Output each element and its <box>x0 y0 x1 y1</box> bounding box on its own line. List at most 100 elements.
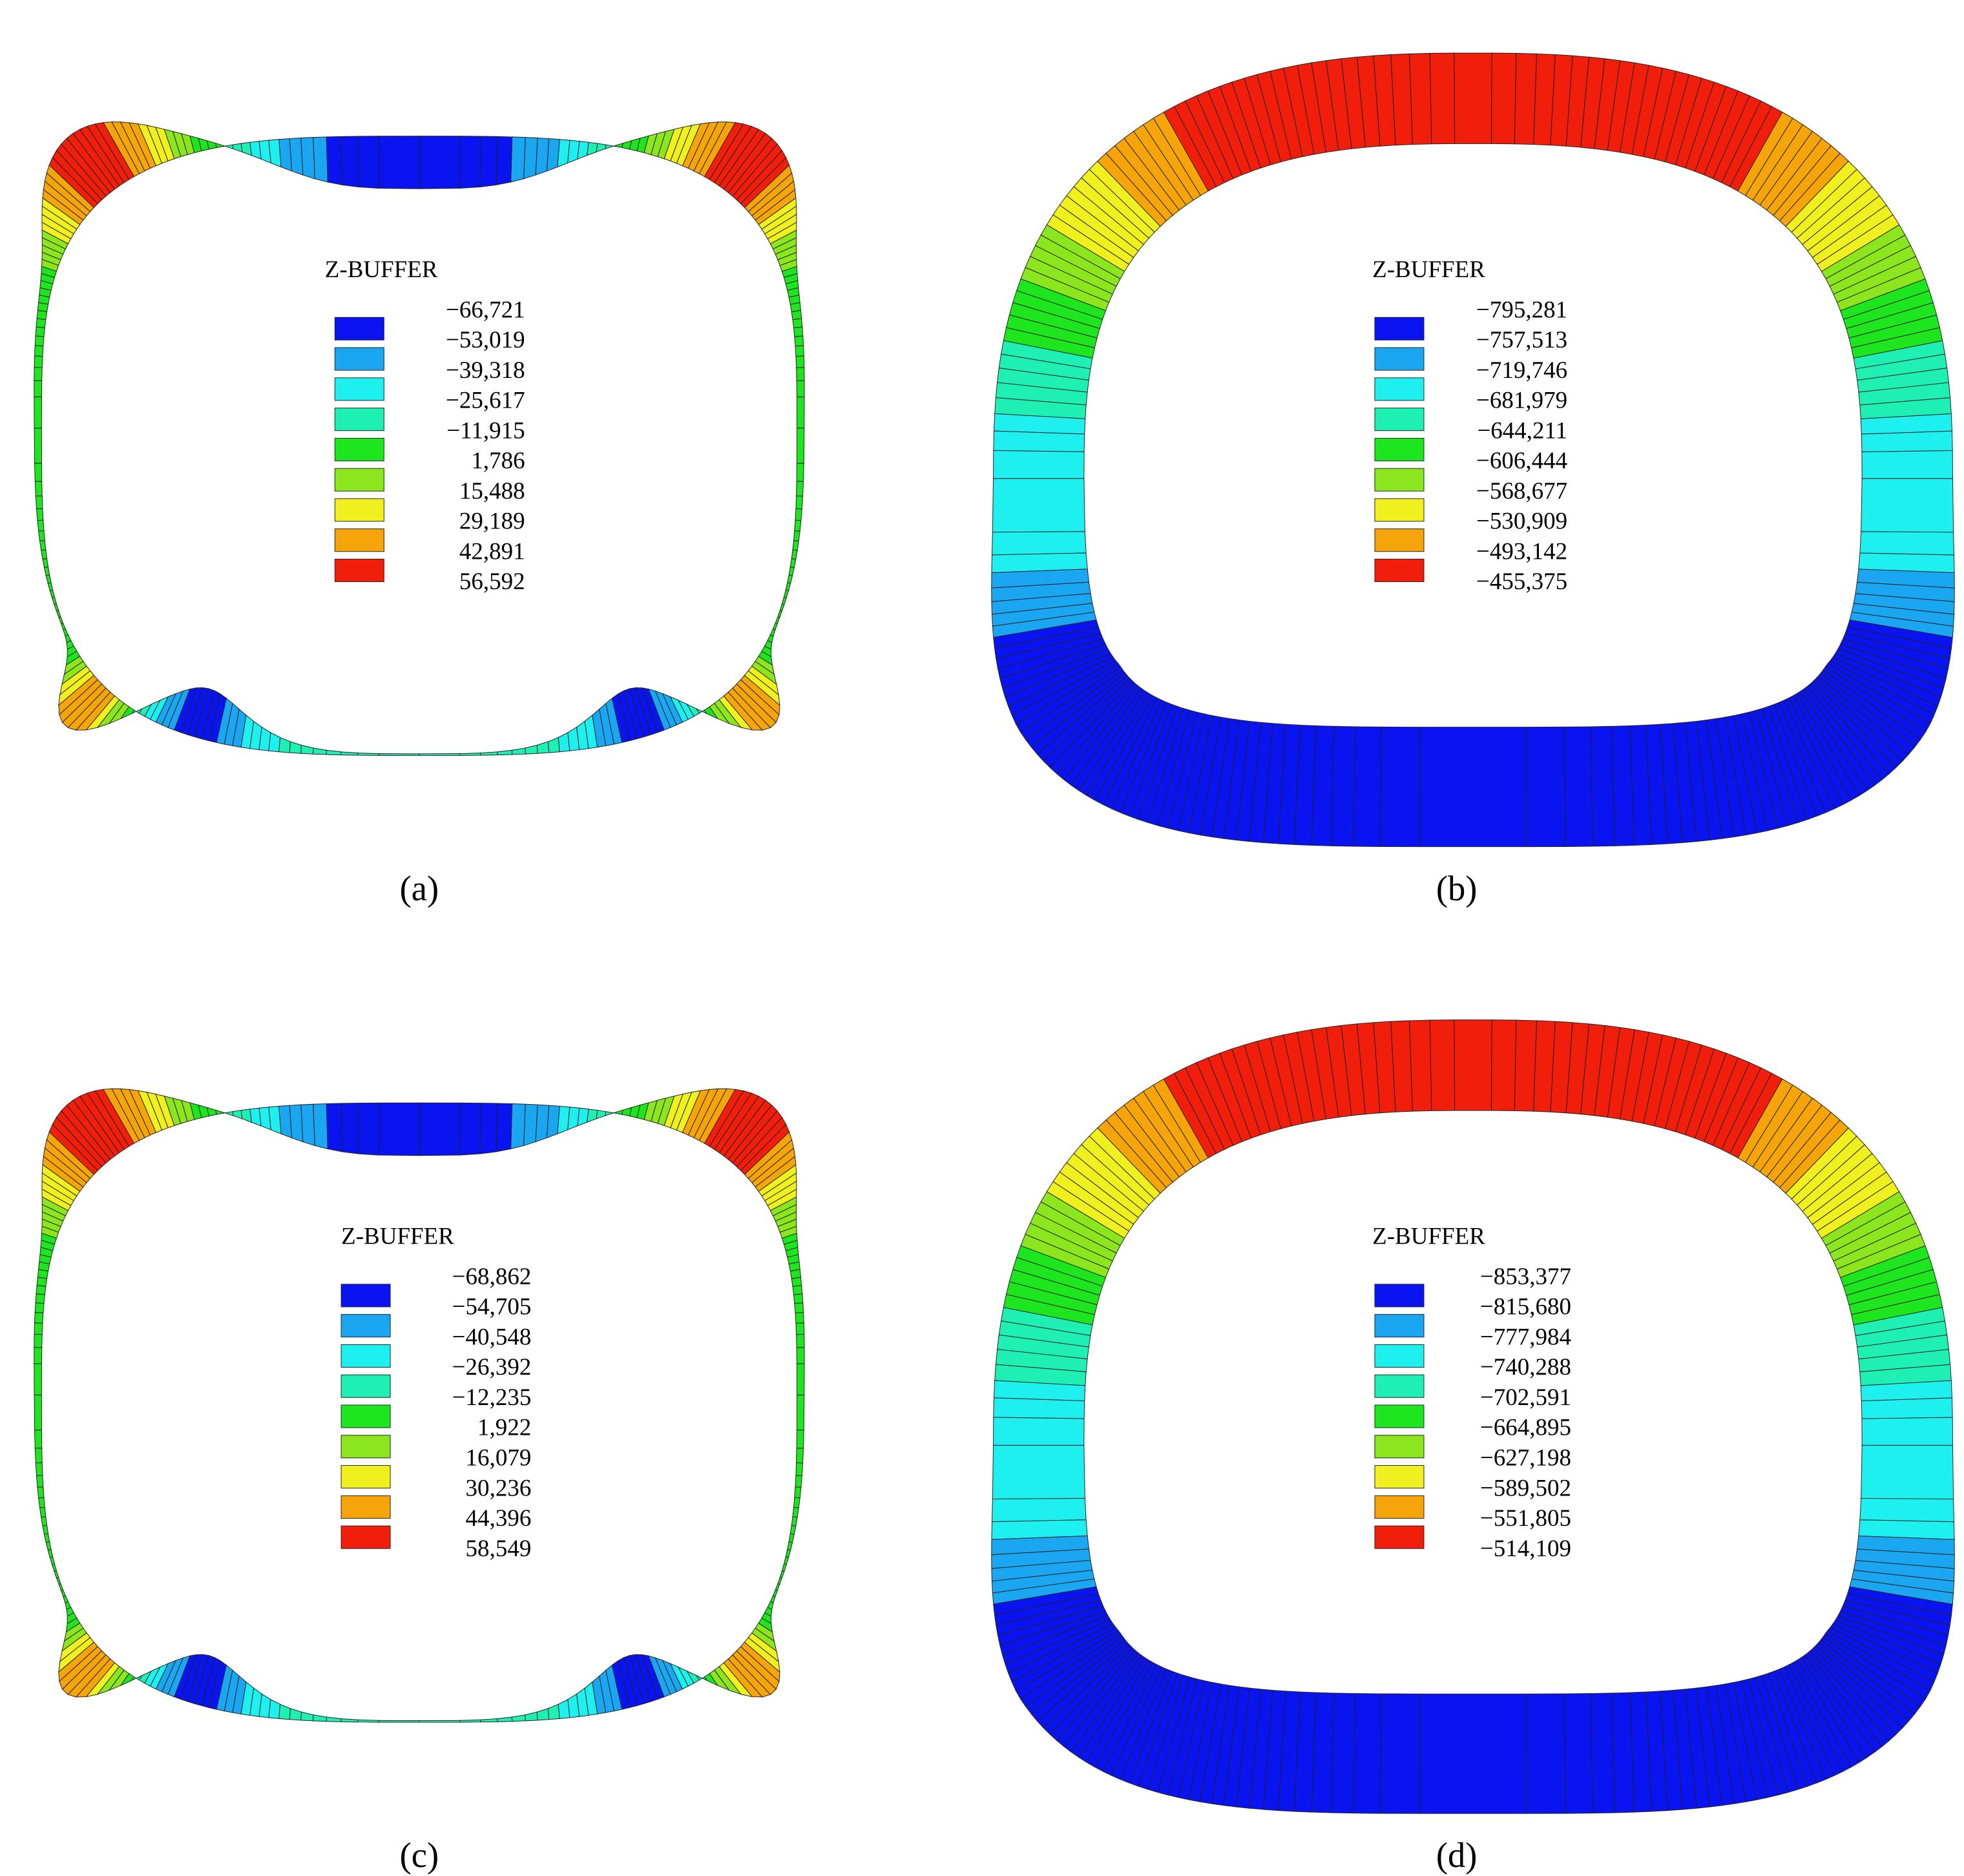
legend-swatch <box>334 408 384 432</box>
ring-segment <box>1590 1693 1616 1814</box>
legend-title: Z-BUFFER <box>1372 1224 1485 1250</box>
diagram-segment <box>419 1720 461 1723</box>
legend-label: 1,922 <box>477 1415 531 1441</box>
diagram-segment <box>34 335 45 347</box>
legend-swatch <box>1374 528 1425 552</box>
legend-swatch <box>1374 1465 1425 1489</box>
diagram-segment <box>794 1302 804 1313</box>
diagram-segment <box>326 136 342 185</box>
legend-swatch <box>334 528 384 552</box>
diagram-segment <box>258 140 271 164</box>
diagram-segment <box>289 741 302 754</box>
diagram-segment <box>795 1475 802 1488</box>
diagram-segment <box>419 1102 461 1156</box>
legend-swatch <box>340 1465 391 1489</box>
ring-segment <box>993 1397 1085 1419</box>
legend-label: −12,235 <box>452 1384 532 1411</box>
legend-swatch <box>340 1404 391 1428</box>
diagram-segment <box>34 428 42 464</box>
legend-swatch <box>1374 1314 1425 1338</box>
diagram-segment <box>258 1107 271 1131</box>
diagram-segment <box>796 428 805 464</box>
diagram-segment <box>793 530 800 542</box>
diagram-segment <box>39 540 47 551</box>
legend-swatch <box>1374 347 1425 371</box>
diagram-segment <box>215 1109 225 1115</box>
diagram-segment <box>779 1570 785 1579</box>
ring-segment <box>1525 726 1566 848</box>
legend-label: −757,513 <box>1476 327 1567 353</box>
ring-segment <box>992 478 1085 533</box>
diagram-segment <box>34 1363 42 1395</box>
diagram-segment <box>278 1704 291 1720</box>
diagram-segment <box>300 744 314 755</box>
diagram-segment <box>49 589 56 598</box>
diagram-segment <box>480 1718 498 1723</box>
diagram-segment <box>785 582 791 591</box>
ring-segment <box>1858 552 1955 573</box>
diagram-segment <box>793 1293 804 1304</box>
legend-label: 29,189 <box>459 508 525 535</box>
ring-segment <box>1429 1019 1456 1111</box>
diagram-segment <box>378 136 420 189</box>
diagram-segment <box>785 1548 791 1558</box>
diagram-segment <box>796 463 804 482</box>
diagram-segment <box>35 326 45 337</box>
diagram-segment <box>536 741 550 754</box>
ring-segment <box>1859 531 1955 556</box>
diagram-segment <box>37 1486 45 1499</box>
diagram-segment <box>42 1525 49 1535</box>
diagram-segment <box>496 1103 513 1152</box>
ring-segment <box>1514 53 1538 145</box>
legend-label: 30,236 <box>466 1475 532 1501</box>
diagram-segment <box>605 1111 615 1116</box>
diagram-segment <box>268 732 281 753</box>
diagram-segment <box>357 1102 380 1156</box>
diagram-segment <box>787 1541 793 1551</box>
diagram-segment <box>313 1714 327 1722</box>
diagram-segment <box>268 1698 281 1719</box>
diagram-segment <box>795 1462 804 1476</box>
diagram-segment <box>41 549 48 560</box>
ring-segment <box>1330 725 1356 847</box>
legend-label: −68,862 <box>452 1264 532 1290</box>
diagram-segment <box>796 396 805 429</box>
diagram-segment <box>479 136 498 187</box>
diagram-segment <box>232 1110 243 1120</box>
panel: Z-BUFFER −853,377 −815,680 −777,984 −740,288… <box>991 1019 1955 1875</box>
legend-swatch <box>340 1284 391 1308</box>
diagram-segment <box>783 1556 789 1565</box>
legend-swatch <box>1374 437 1425 461</box>
diagram-segment <box>511 1714 526 1722</box>
legend-swatch <box>1374 468 1425 492</box>
legend-label: −740,288 <box>1480 1354 1571 1381</box>
ring-segment <box>1490 52 1517 145</box>
diagram-segment <box>769 1595 776 1604</box>
legend-label: −815,680 <box>1480 1294 1571 1320</box>
diagram-segment <box>795 345 804 357</box>
ring-segment <box>992 1444 1085 1499</box>
diagram-segment <box>796 1363 805 1395</box>
diagram-segment <box>249 1107 262 1127</box>
legend-swatch <box>340 1435 391 1459</box>
diagram-segment <box>34 380 43 397</box>
ring-segment <box>1861 478 1954 533</box>
ring-segment <box>1408 53 1432 145</box>
legend-label: −25,617 <box>446 388 525 414</box>
diagram-segment <box>789 1525 797 1535</box>
legend-label: −514,109 <box>1480 1536 1571 1562</box>
diagram-segment <box>794 519 802 532</box>
diagram-segment <box>34 1347 43 1364</box>
legend-label: 16,079 <box>466 1445 532 1472</box>
legend-label: −66,721 <box>446 297 525 323</box>
diagram-segment <box>34 1394 42 1431</box>
diagram-segment <box>49 1556 56 1565</box>
diagram-segment <box>794 1486 802 1499</box>
diagram-segment <box>36 1284 47 1295</box>
diagram-segment <box>796 367 805 381</box>
diagram-segment <box>794 335 804 347</box>
legend-swatch <box>340 1344 391 1368</box>
diagram-segment <box>34 396 42 429</box>
diagram-segment <box>775 616 780 625</box>
